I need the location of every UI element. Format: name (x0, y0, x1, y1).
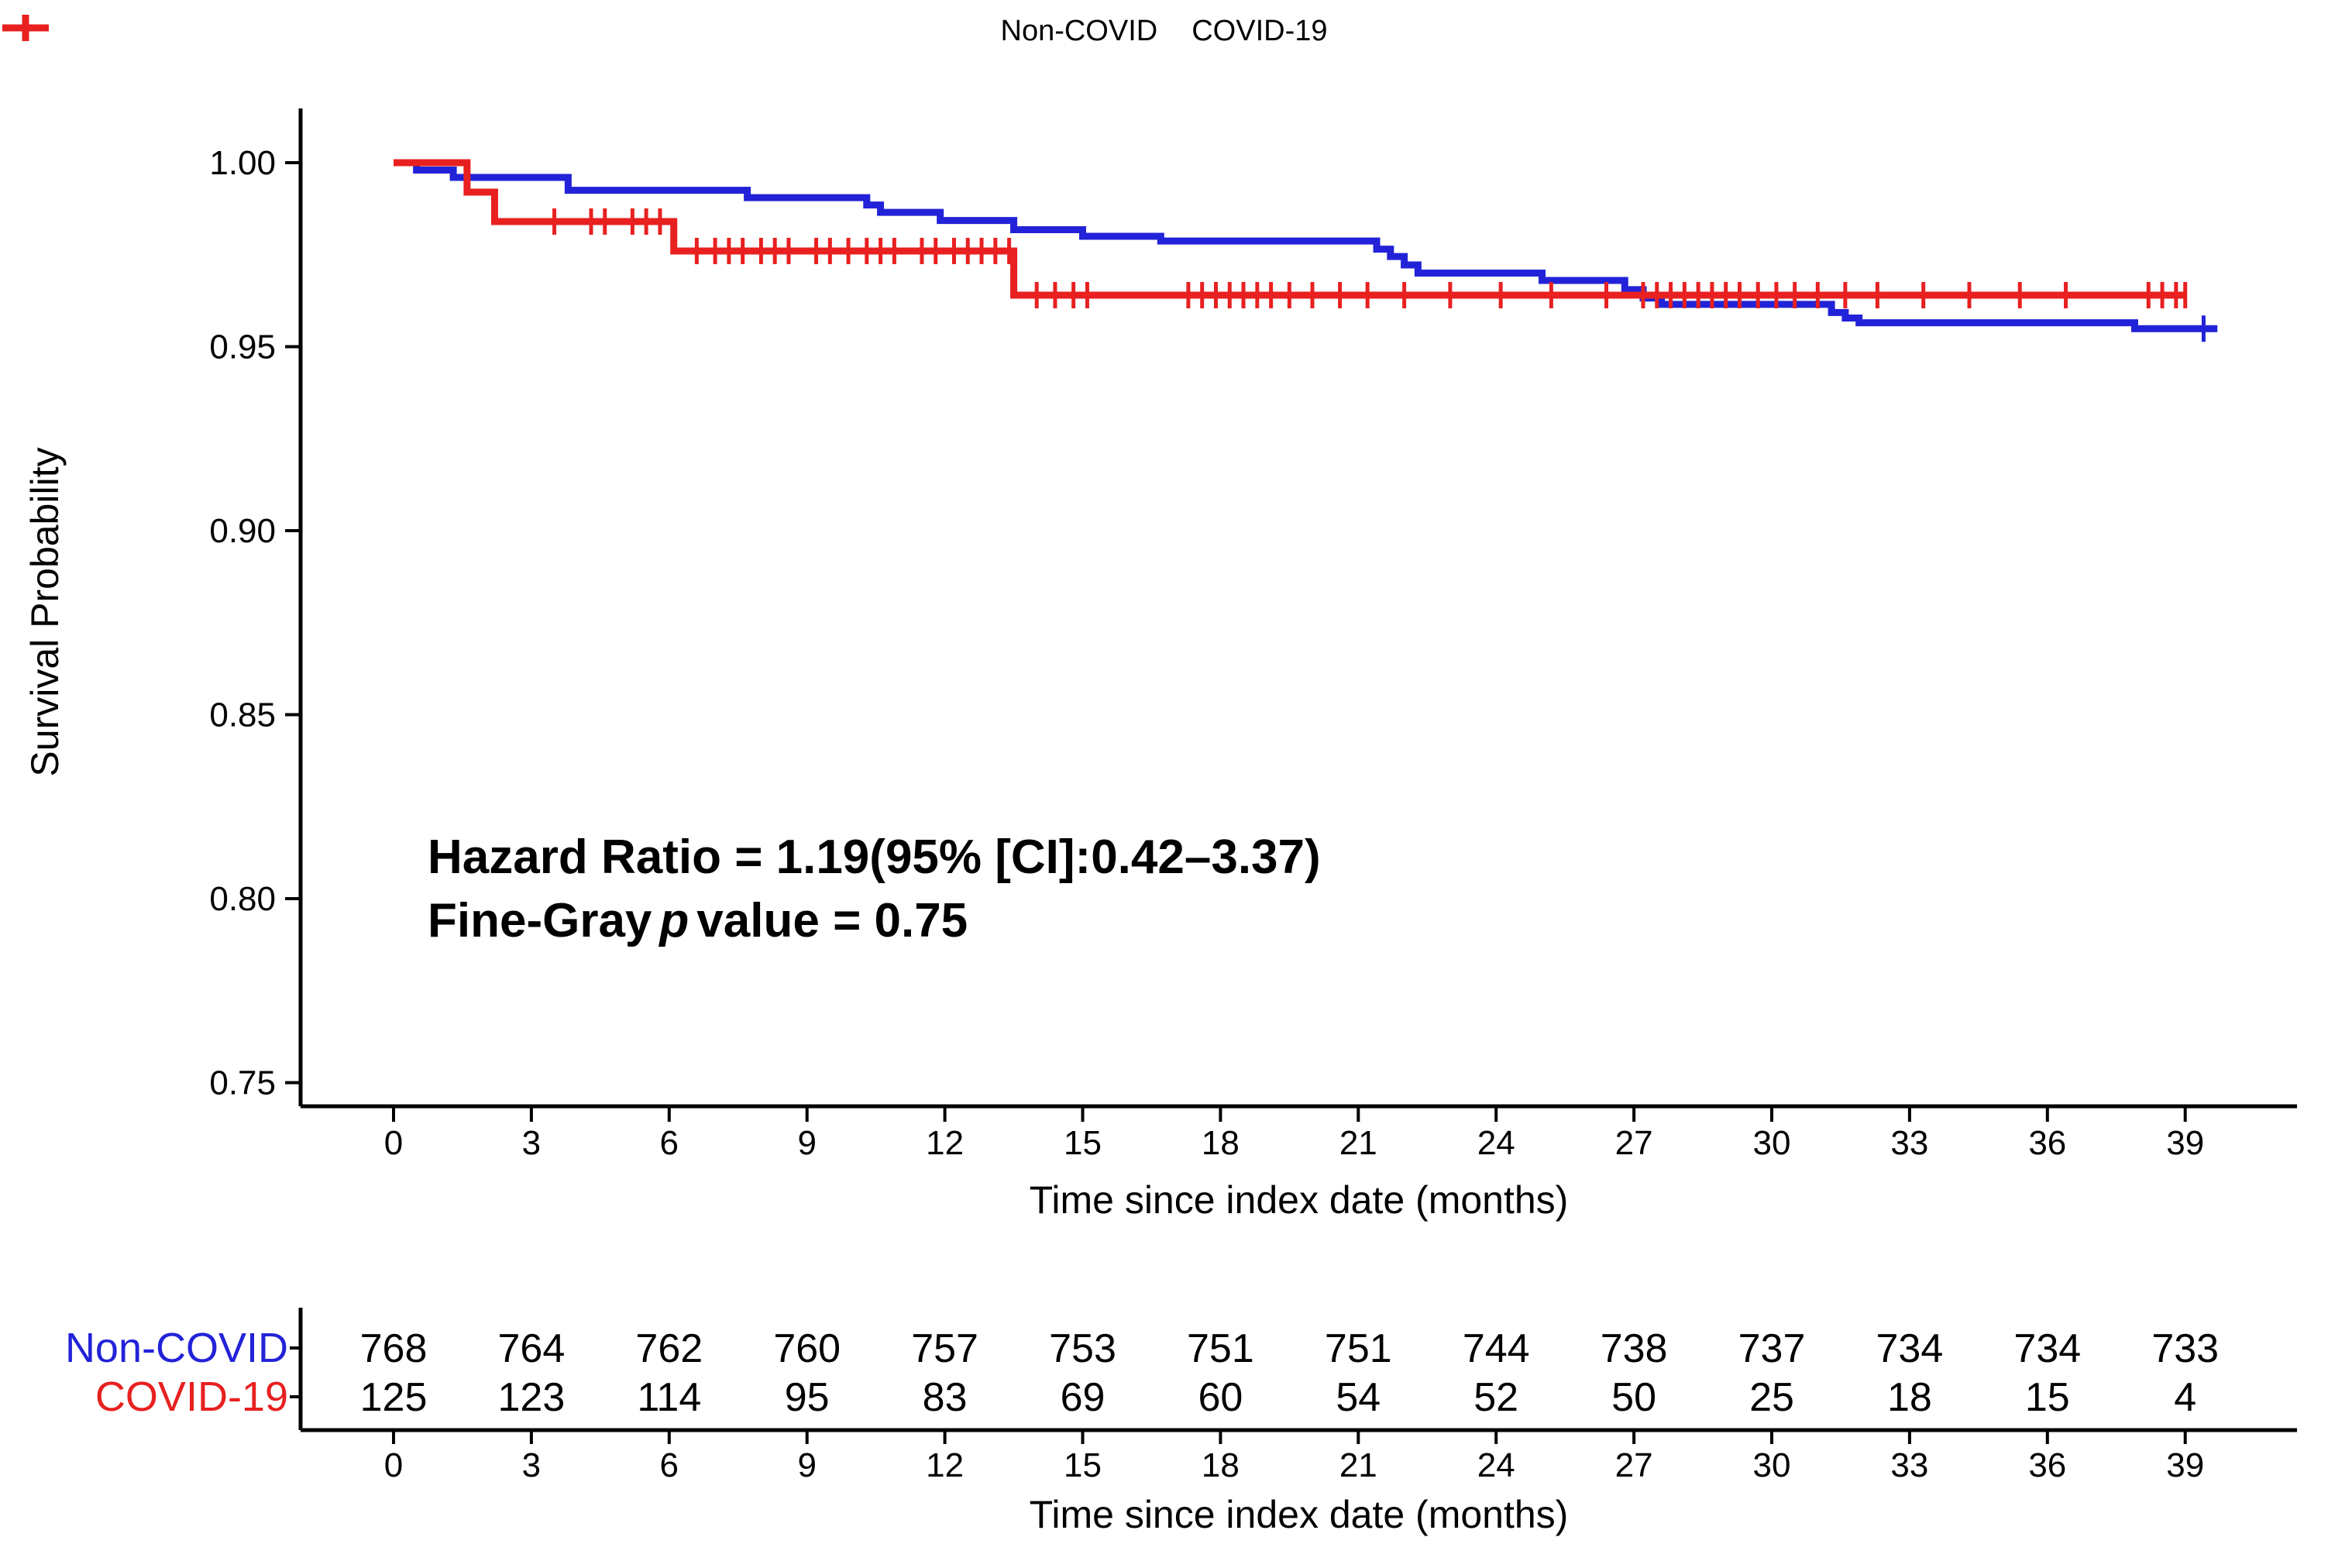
risk-count-non-covid: 762 (635, 1326, 703, 1371)
risk-x-tick-label: 39 (2166, 1446, 2204, 1484)
x-tick-label: 36 (2028, 1124, 2066, 1162)
risk-count-non-covid: 760 (773, 1326, 841, 1371)
risk-count-covid-19: 125 (360, 1375, 428, 1420)
statistics-annotation: Hazard Ratio = 1.19(95% [CI]:0.42–3.37) … (428, 826, 1321, 953)
risk-x-tick-label: 30 (1753, 1446, 1791, 1484)
risk-count-non-covid: 757 (911, 1326, 978, 1371)
risk-x-tick-label: 24 (1477, 1446, 1515, 1484)
risk-x-tick-label: 9 (797, 1446, 816, 1484)
risk-count-covid-19: 50 (1611, 1375, 1656, 1420)
risk-count-covid-19: 15 (2025, 1375, 2070, 1420)
legend-key-plus-icon (2, 15, 49, 41)
risk-x-tick-label: 36 (2028, 1446, 2066, 1484)
risk-count-non-covid: 751 (1187, 1326, 1254, 1371)
risk-x-tick-label: 12 (926, 1446, 964, 1484)
survival-curve-covid-19 (394, 159, 2185, 299)
risk-count-non-covid: 738 (1601, 1326, 1668, 1371)
risk-count-non-covid: 737 (1738, 1326, 1806, 1371)
x-tick-label: 18 (1202, 1124, 1240, 1162)
risk-x-tick-label: 21 (1339, 1446, 1377, 1484)
x-tick-label: 0 (384, 1124, 403, 1162)
x-tick-label: 27 (1615, 1124, 1653, 1162)
risk-count-covid-19: 95 (785, 1375, 830, 1420)
risk-count-non-covid: 764 (498, 1326, 566, 1371)
risk-x-tick-label: 3 (522, 1446, 541, 1484)
risk-count-covid-19: 4 (2174, 1375, 2196, 1420)
y-tick-label: 0.95 (209, 328, 276, 366)
risk-count-non-covid: 744 (1463, 1326, 1530, 1371)
p-value-text: Fine-Gray p value = 0.75 (428, 893, 968, 947)
x-tick-label: 6 (660, 1124, 679, 1162)
x-tick-label: 33 (1890, 1124, 1928, 1162)
x-tick-label: 24 (1477, 1124, 1515, 1162)
survival-curve-non-covid (394, 159, 2218, 332)
risk-count-non-covid: 768 (360, 1326, 428, 1371)
x-axis-title: Time since index date (months) (1029, 1178, 1569, 1222)
risk-x-tick-label: 27 (1615, 1446, 1653, 1484)
y-tick-label: 1.00 (209, 144, 276, 182)
risk-count-covid-19: 18 (1887, 1375, 1932, 1420)
x-tick-label: 9 (797, 1124, 816, 1162)
risk-x-tick-label: 6 (660, 1446, 679, 1484)
risk-count-covid-19: 69 (1061, 1375, 1106, 1420)
risk-count-covid-19: 114 (637, 1375, 701, 1420)
risk-x-tick-label: 0 (384, 1446, 403, 1484)
risk-count-covid-19: 83 (923, 1375, 968, 1420)
y-tick-label: 0.75 (209, 1064, 276, 1102)
risk-count-covid-19: 25 (1749, 1375, 1794, 1420)
risk-table-row-label-covid-19: COVID-19 (95, 1374, 288, 1420)
risk-count-covid-19: 54 (1336, 1375, 1381, 1420)
legend-item-covid-19: COVID-19 (2, 14, 1328, 48)
risk-count-covid-19: 52 (1473, 1375, 1518, 1420)
x-tick-label: 3 (522, 1124, 541, 1162)
risk-x-tick-label: 33 (1890, 1446, 1928, 1484)
hazard-ratio-text: Hazard Ratio = 1.19(95% [CI]:0.42–3.37) (428, 830, 1321, 884)
x-tick-label: 30 (1753, 1124, 1791, 1162)
risk-count-non-covid: 734 (2013, 1326, 2081, 1371)
risk-count-covid-19: 123 (498, 1375, 566, 1420)
risk-count-non-covid: 734 (1876, 1326, 1944, 1371)
legend-label: COVID-19 (1192, 14, 1328, 47)
risk-count-non-covid: 751 (1325, 1326, 1392, 1371)
risk-count-non-covid: 733 (2151, 1326, 2219, 1371)
risk-x-tick-label: 18 (1202, 1446, 1240, 1484)
legend-label: Non-COVID (1000, 14, 1158, 47)
y-tick-label: 0.90 (209, 512, 276, 550)
risk-x-tick-label: 15 (1064, 1446, 1102, 1484)
y-tick-label: 0.85 (209, 696, 276, 734)
risk-table-row-label-non-covid: Non-COVID (64, 1325, 288, 1371)
x-tick-label: 15 (1064, 1124, 1102, 1162)
risk-table-x-axis-title: Time since index date (months) (1029, 1493, 1569, 1536)
risk-count-non-covid: 753 (1049, 1326, 1116, 1371)
x-tick-label: 21 (1339, 1124, 1377, 1162)
risk-count-covid-19: 60 (1198, 1375, 1243, 1420)
y-tick-label: 0.80 (209, 880, 276, 918)
legend: Non-COVID COVID-19 (0, 11, 2328, 51)
x-tick-label: 12 (926, 1124, 964, 1162)
x-tick-label: 39 (2166, 1124, 2204, 1162)
